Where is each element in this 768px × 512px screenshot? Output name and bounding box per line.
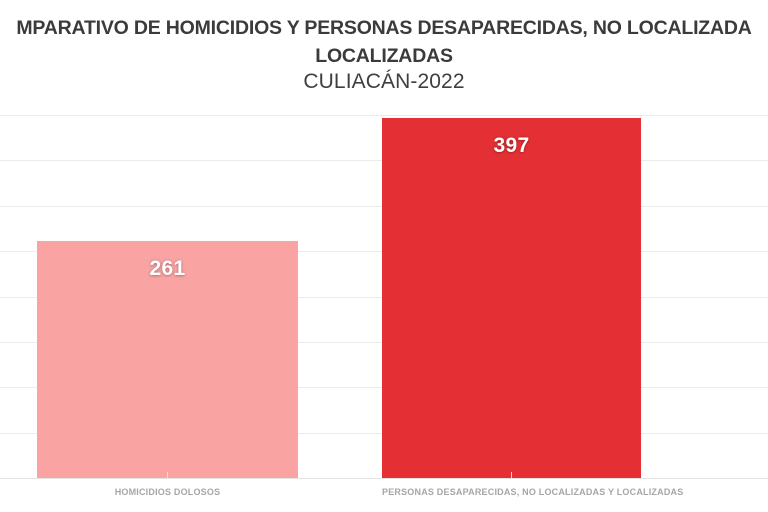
x-axis-tick — [511, 472, 512, 479]
x-axis-tick — [167, 472, 168, 479]
bar-personas-desaparecidas[interactable]: 397 — [382, 117, 641, 478]
chart-subtitle: CULIACÁN-2022 — [303, 70, 465, 93]
gridline — [0, 115, 768, 116]
x-axis-line — [0, 478, 768, 479]
category-label-homicidios-dolosos: HOMICIDIOS DOLOSOS — [114, 487, 221, 497]
category-label-personas-desaparecidas: PERSONAS DESAPARECIDAS, NO LOCALIZADAS Y… — [382, 487, 684, 497]
chart-title-line-1: MPARATIVO DE HOMICIDIOS Y PERSONAS DESAP… — [16, 17, 752, 39]
bar-homicidios-dolosos[interactable]: 261 — [37, 241, 298, 478]
bar-value-label: 397 — [493, 133, 530, 157]
chart-title-line-2: LOCALIZADAS — [315, 45, 453, 67]
bar-value-label: 261 — [149, 257, 186, 281]
